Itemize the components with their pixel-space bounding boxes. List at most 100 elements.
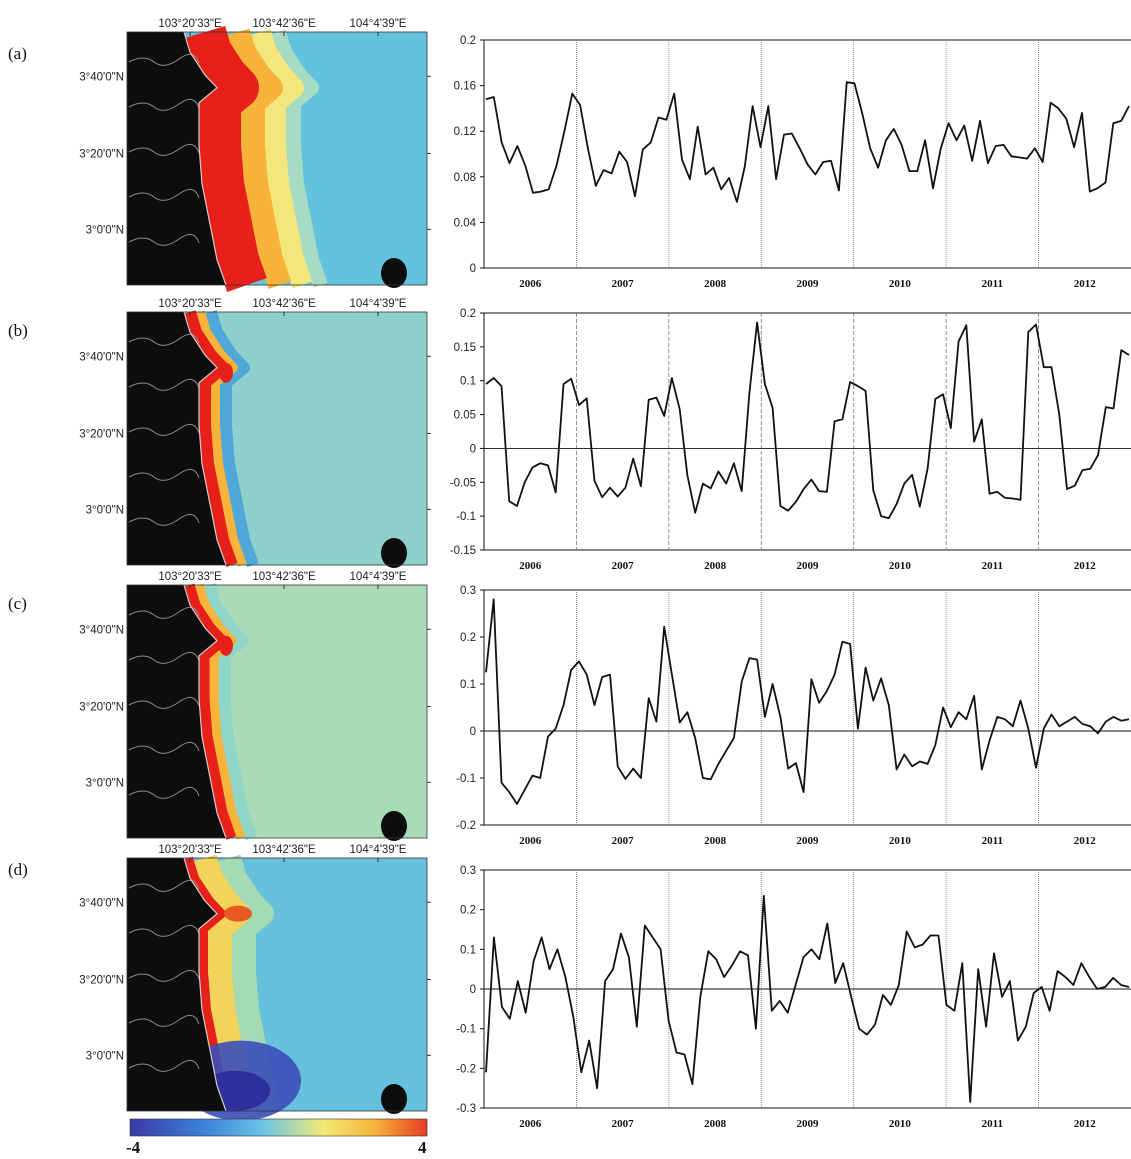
y-tick-label: 0.2 (460, 632, 476, 644)
map-panel-a: 103°20'33"E 103°42'36"E 104°4'39"E 3°40'0"N… (79, 18, 431, 293)
coastal-band (226, 28, 292, 290)
year-label: 2006 (519, 278, 542, 290)
y-tick-label: 0.04 (454, 217, 477, 229)
map-panel-c: 103°20'33"E 103°42'36"E 104°4'39"E 3°40'0"N… (79, 571, 431, 841)
series-line (485, 598, 1130, 805)
colorbar-max-label: 4 (418, 1138, 427, 1157)
island (381, 811, 407, 841)
y-tick-label: -0.3 (456, 1103, 476, 1115)
map-frame (126, 857, 428, 1112)
map-frame (126, 584, 428, 839)
year-label: 2010 (889, 560, 912, 572)
year-label: 2008 (704, 835, 727, 847)
y-tick-label: 0.12 (454, 126, 476, 138)
longitude-label: 103°42'36"E (252, 571, 316, 583)
river-line (128, 423, 200, 436)
high-anomaly-spot (219, 635, 233, 656)
y-tick-label: 0.2 (460, 905, 476, 917)
longitude-label: 103°20'33"E (158, 844, 222, 856)
river-line (128, 513, 200, 526)
latitude-label: 3°40'0"N (79, 71, 124, 83)
high-anomaly-spot (219, 362, 233, 383)
coastline (183, 857, 227, 1112)
y-tick-label: 0 (470, 984, 476, 996)
y-tick-label: 0.1 (460, 376, 476, 388)
y-tick-label: 0.1 (460, 679, 476, 691)
year-label: 2009 (797, 278, 820, 290)
y-tick-label: 0 (470, 263, 476, 275)
coastal-band (196, 310, 247, 567)
y-tick-label: 0.2 (460, 35, 476, 47)
longitude-label: 103°20'33"E (158, 571, 222, 583)
longitude-label: 103°42'36"E (252, 844, 316, 856)
island (381, 1084, 407, 1114)
year-label: 2011 (982, 278, 1003, 290)
y-tick-label: 0.05 (454, 410, 476, 422)
y-tick-label: -0.2 (456, 1063, 476, 1075)
river-line (128, 651, 200, 664)
high-anomaly-spot (224, 905, 252, 922)
year-label: 2009 (797, 1118, 820, 1130)
series-line (485, 81, 1130, 203)
river-line (128, 143, 200, 156)
year-label: 2011 (982, 560, 1003, 572)
river-line (128, 188, 200, 201)
map-panel-b: 103°20'33"E 103°42'36"E 104°4'39"E 3°40'0"N… (79, 298, 431, 568)
chart-a: 0 0.04 0.08 0.12 0.16 0.2 2006 2007 2008 2009 2010… (454, 35, 1131, 290)
river-line (128, 98, 200, 111)
chart-b: -0.15 -0.1 -0.05 0 0.05 0.1 0.15 0.2 2006 2007 200… (450, 308, 1131, 572)
coastal-band (250, 29, 313, 289)
coastal-band (203, 583, 258, 841)
river-line (128, 1059, 200, 1072)
river-line (128, 696, 200, 709)
y-tick-label: 0.3 (460, 585, 476, 597)
latitude-label: 3°20'0"N (79, 428, 124, 440)
year-label: 2006 (519, 835, 542, 847)
land-area (127, 858, 226, 1111)
series-line (485, 321, 1130, 520)
year-label: 2008 (704, 1118, 727, 1130)
year-label: 2007 (612, 1118, 635, 1130)
coastal-band (271, 29, 328, 288)
y-tick-label: -0.15 (450, 545, 476, 557)
longitude-label: 104°4'39"E (350, 18, 407, 30)
year-label: 2011 (982, 835, 1003, 847)
y-tick-label: -0.1 (456, 773, 476, 785)
latitude-label: 3°20'0"N (79, 701, 124, 713)
river-line (128, 924, 200, 937)
map-panel-d: 103°20'33"E 103°42'36"E 104°4'39"E 3°40'0"N… (79, 844, 431, 1121)
year-label: 2007 (612, 278, 635, 290)
river-line (128, 741, 200, 754)
river-line (128, 468, 200, 481)
y-tick-label: 0.1 (460, 944, 476, 956)
coastline (183, 311, 227, 566)
year-label: 2012 (1074, 835, 1097, 847)
latitude-label: 3°20'0"N (79, 148, 124, 160)
year-label: 2009 (797, 835, 820, 847)
panel-label-c: (c) (8, 594, 27, 613)
latitude-label: 3°0'0"N (86, 1050, 124, 1062)
year-label: 2008 (704, 278, 727, 290)
island (381, 538, 407, 568)
colorbar (129, 1118, 428, 1137)
river-line (128, 1014, 200, 1027)
y-tick-label: 0.08 (454, 172, 476, 184)
y-tick-label: 0.16 (454, 81, 476, 93)
longitude-label: 104°4'39"E (350, 298, 407, 310)
longitude-label: 103°20'33"E (158, 18, 222, 30)
coastal-band (194, 583, 246, 840)
latitude-label: 3°0'0"N (86, 777, 124, 789)
latitude-label: 3°0'0"N (86, 224, 124, 236)
year-label: 2010 (889, 1118, 912, 1130)
longitude-label: 103°42'36"E (252, 18, 316, 30)
latitude-label: 3°20'0"N (79, 974, 124, 986)
series-line (485, 894, 1130, 1103)
land-area (127, 32, 226, 285)
year-label: 2008 (704, 560, 727, 572)
longitude-label: 104°4'39"E (350, 844, 407, 856)
longitude-label: 103°20'33"E (158, 298, 222, 310)
colorbar-min-label: -4 (126, 1138, 141, 1157)
year-label: 2010 (889, 835, 912, 847)
chart-d: -0.3 -0.2 -0.1 0 0.1 0.2 0.3 2006 2007 2008 2009 20… (456, 865, 1131, 1130)
y-tick-label: 0 (470, 443, 476, 455)
